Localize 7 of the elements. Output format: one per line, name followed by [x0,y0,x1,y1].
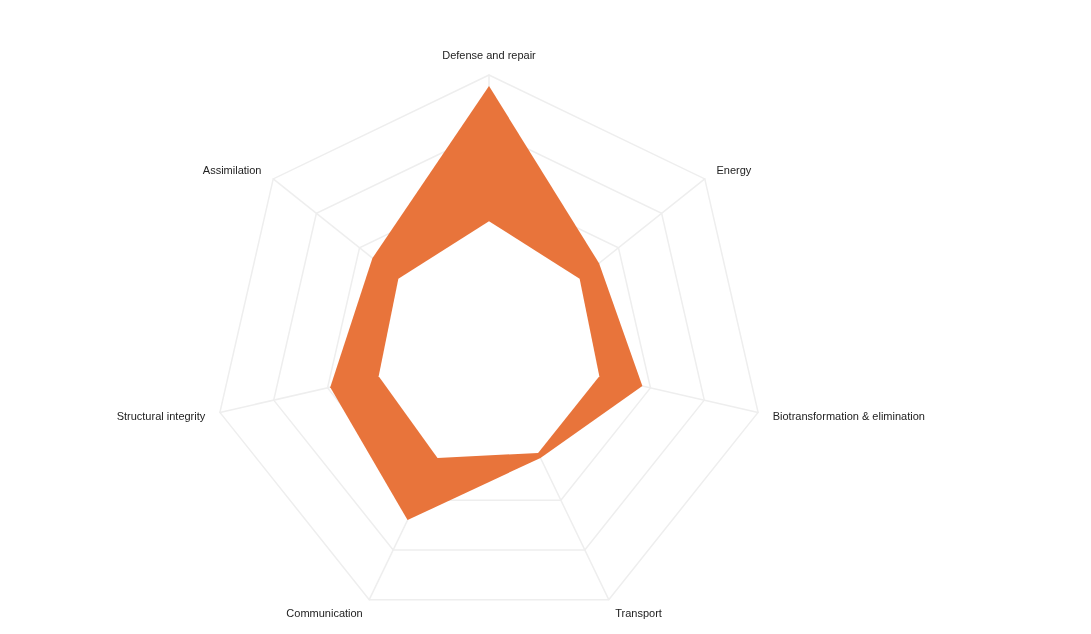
spoke-label: Biotransformation & elimination [772,409,925,422]
spoke-label: Structural integrity [116,409,206,422]
spoke-label: Defense and repair [442,48,537,61]
spoke-label: Transport [615,607,662,620]
spoke-label: Communication [286,607,363,620]
spoke-label: Energy [716,163,752,176]
spoke-label: Assimilation [202,163,262,176]
